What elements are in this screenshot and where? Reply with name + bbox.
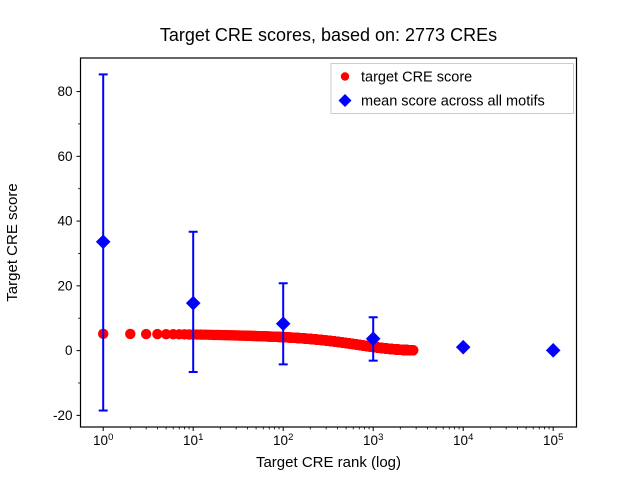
svg-text:Target CRE rank (log): Target CRE rank (log) [256,454,401,471]
svg-text:105: 105 [543,432,563,449]
svg-text:101: 101 [183,432,203,449]
svg-text:-20: -20 [53,408,73,423]
svg-text:Target CRE scores, based on: 2: Target CRE scores, based on: 2773 CREs [160,25,497,45]
svg-text:mean score across all motifs: mean score across all motifs [361,94,545,110]
svg-text:103: 103 [363,432,383,449]
svg-text:102: 102 [273,432,293,449]
svg-text:Target CRE score: Target CRE score [4,183,21,301]
svg-text:40: 40 [57,214,72,229]
svg-text:60: 60 [57,149,72,164]
svg-text:20: 20 [57,278,72,293]
svg-text:0: 0 [65,343,73,358]
svg-text:104: 104 [453,432,473,449]
svg-text:target CRE score: target CRE score [361,70,472,86]
svg-text:100: 100 [93,432,113,449]
svg-text:80: 80 [57,84,72,99]
